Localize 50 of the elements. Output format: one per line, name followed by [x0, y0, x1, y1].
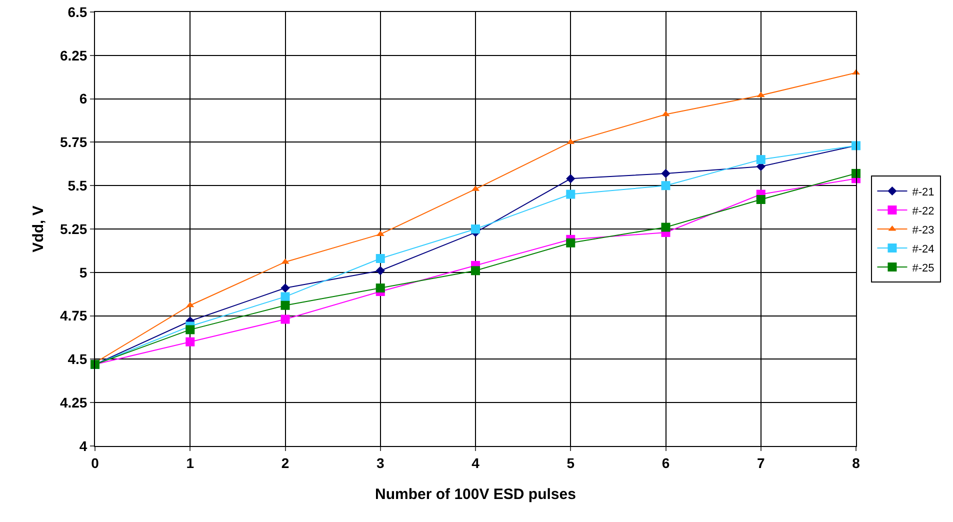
point — [662, 110, 670, 116]
x-tick-label: 3 — [376, 454, 384, 471]
point — [281, 258, 290, 264]
legend-label: #-25 — [912, 262, 934, 274]
y-tick-label: 4.5 — [68, 351, 88, 368]
point — [186, 302, 194, 308]
point — [566, 190, 576, 199]
y-tick-label: 6.5 — [68, 4, 88, 20]
legend-label: #-21 — [912, 186, 934, 198]
point — [376, 284, 385, 293]
point — [566, 238, 576, 248]
y-tick-label: 5.5 — [68, 178, 88, 194]
point — [756, 194, 766, 204]
point — [186, 337, 195, 346]
point — [376, 254, 385, 264]
x-tick-label: 5 — [566, 454, 575, 471]
y-tick-label: 5.25 — [60, 220, 88, 237]
y-axis-title: Vdd, V — [30, 206, 48, 252]
point — [471, 224, 480, 234]
x-tick-label: 1 — [186, 454, 194, 471]
x-tick-label: 6 — [662, 454, 670, 471]
point — [376, 266, 385, 276]
point — [186, 325, 195, 334]
point — [280, 300, 290, 310]
point — [756, 155, 766, 164]
point — [280, 292, 290, 302]
y-tick-label: 4.25 — [60, 394, 88, 410]
point — [280, 283, 290, 293]
y-tick-label: 5.75 — [60, 134, 88, 150]
y-tick-label: 6.25 — [60, 47, 88, 64]
point — [661, 168, 670, 178]
y-tick-label: 4 — [79, 438, 88, 454]
y-tick-label: 4.75 — [60, 308, 88, 324]
point — [661, 181, 670, 190]
x-tick-label: 7 — [756, 454, 765, 471]
legend-label: #-24 — [912, 243, 934, 256]
x-tick-label: 2 — [281, 454, 290, 471]
y-tick-label: 5 — [79, 264, 88, 280]
point — [756, 92, 765, 98]
point — [661, 222, 670, 232]
point — [471, 266, 480, 276]
x-tick-label: 0 — [91, 454, 100, 471]
x-tick-label: 8 — [852, 454, 860, 471]
point — [566, 174, 576, 184]
point — [280, 314, 290, 324]
legend-label: #-22 — [912, 205, 934, 218]
y-tick-label: 6 — [79, 90, 88, 107]
x-tick-label: 4 — [472, 454, 480, 471]
x-axis-title: Number of 100V ESD pulses — [375, 486, 576, 503]
legend-label: #-23 — [912, 224, 934, 236]
